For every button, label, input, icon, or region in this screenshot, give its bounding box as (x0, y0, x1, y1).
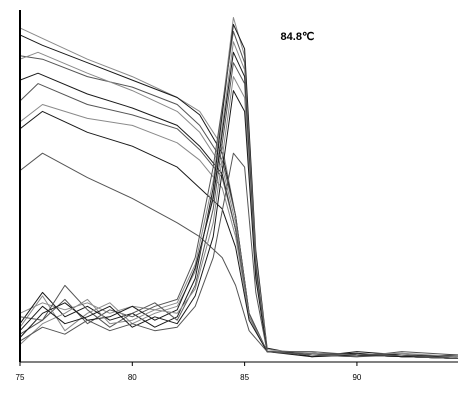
melt-curve-9 (19, 152, 459, 359)
x-tick-label: 85 (240, 373, 249, 382)
derivative-curve-2 (19, 23, 459, 358)
peak-annotation: 84.8℃ (281, 31, 315, 43)
derivative-curve-5 (19, 51, 459, 358)
x-tick-label: 90 (352, 373, 361, 382)
x-tick-label: 75 (16, 373, 25, 382)
melt-curve-5 (19, 72, 459, 359)
derivative-curve-9 (19, 152, 459, 359)
melt-curve-4 (19, 51, 459, 359)
derivative-curve-4 (19, 41, 459, 359)
x-ticks: 75 80 85 90 (16, 362, 362, 382)
melt-curve-1 (19, 27, 459, 359)
melt-curve-2 (19, 34, 459, 359)
x-tick-label: 80 (128, 373, 137, 382)
melt-curve-7 (19, 104, 459, 359)
derivative-curve-8 (19, 90, 459, 359)
derivative-curve-6 (19, 62, 459, 359)
plot-lines (19, 17, 459, 359)
